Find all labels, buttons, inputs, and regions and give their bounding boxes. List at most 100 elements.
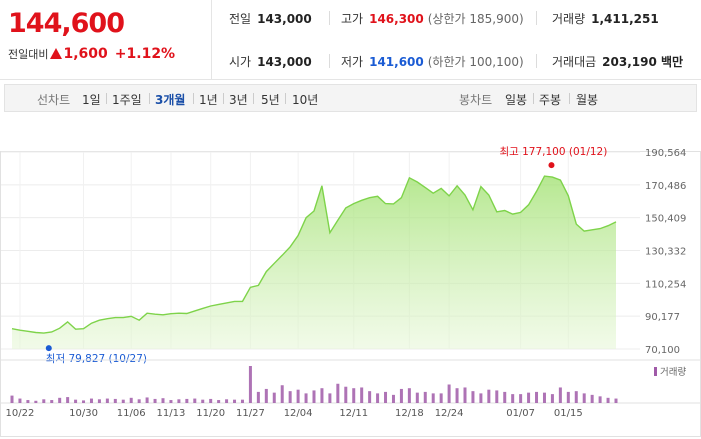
- volume-bar: [415, 392, 419, 403]
- divider: [285, 93, 286, 104]
- divider: [533, 93, 534, 104]
- volume-bar: [113, 398, 117, 403]
- volume-bar: [105, 398, 109, 403]
- volume-bar: [407, 388, 411, 403]
- x-tick-label: 11/27: [236, 408, 265, 419]
- volume-bar: [288, 391, 292, 403]
- volume-bar: [463, 387, 467, 403]
- divider: [329, 11, 330, 25]
- volume-bar: [240, 399, 244, 403]
- chart-toolbar: 선차트 1일 1주일 3개월 1년 3년 5년 10년 봉차트 일봉 주봉 월봉: [4, 84, 697, 112]
- open-value: 143,000: [257, 55, 312, 69]
- volume-bar: [399, 388, 403, 403]
- volume-bar: [74, 399, 78, 403]
- y-tick-label: 90,177: [645, 312, 680, 323]
- volume-bar: [431, 393, 435, 403]
- x-tick-label: 01/07: [506, 408, 535, 419]
- volume-bar: [455, 388, 459, 403]
- low-marker: [45, 345, 52, 352]
- volume-bar: [550, 394, 554, 403]
- volume-bar: [42, 399, 46, 403]
- period-1w-button[interactable]: 1주일: [112, 93, 142, 107]
- volume-bar: [34, 400, 38, 403]
- candle-daily-button[interactable]: 일봉: [505, 93, 528, 107]
- volume-bars: 거래량: [1, 359, 700, 404]
- volume-bar: [26, 400, 30, 403]
- x-tick-label: 11/20: [196, 408, 225, 419]
- volume-bar: [50, 400, 54, 403]
- volume-bar: [479, 393, 483, 403]
- volume-bar: [10, 395, 14, 403]
- volume-bar: [201, 399, 205, 403]
- x-axis: 10/22 10/30 11/06 11/13 11/20 11/27 12/04 12/11…: [6, 408, 583, 419]
- high-value: 146,300: [369, 12, 424, 26]
- volume-bar: [439, 393, 443, 403]
- volume-cell: 거래량 1,411,251: [552, 10, 659, 27]
- volume-bar: [344, 386, 348, 403]
- divider: [223, 93, 224, 104]
- y-tick-label: 170,486: [645, 181, 686, 192]
- volume-bar: [137, 399, 141, 403]
- divider: [193, 93, 194, 104]
- x-tick-label: 12/11: [339, 408, 368, 419]
- divider: [569, 93, 570, 104]
- y-tick-label: 150,409: [645, 214, 686, 225]
- divider: [149, 93, 150, 104]
- volume-bar: [391, 394, 395, 403]
- volume-bar: [511, 394, 515, 403]
- volume-bar: [574, 391, 578, 403]
- volume-bar: [121, 399, 125, 403]
- volume-bar: [153, 398, 157, 403]
- y-tick-label: 110,254: [645, 279, 686, 290]
- high-label: 고가: [341, 12, 364, 26]
- period-1d-button[interactable]: 1일: [82, 93, 101, 107]
- period-3m-button[interactable]: 3개월: [155, 93, 186, 107]
- volume-legend: 거래량: [660, 366, 686, 378]
- volume-bar: [352, 388, 356, 403]
- high-marker: [548, 162, 555, 169]
- low-cell: 저가 141,600 (하한가 100,100): [341, 53, 524, 70]
- volume-bar: [360, 387, 364, 403]
- high-cell: 고가 146,300 (상한가 185,900): [341, 10, 524, 27]
- up-triangle-icon: [50, 48, 63, 59]
- volume-bar: [296, 389, 300, 403]
- y-tick-label: 130,332: [645, 247, 686, 258]
- volume-bar: [598, 396, 602, 403]
- volume-bar: [225, 399, 229, 403]
- volume-bar: [582, 393, 586, 403]
- volume-bar: [145, 397, 149, 403]
- x-tick-label: 10/22: [6, 408, 35, 419]
- prev-close-label: 전일: [229, 12, 252, 26]
- y-axis: 190,564 170,486 150,409 130,332 110,254 90,17…: [645, 148, 686, 356]
- volume-bar: [82, 400, 86, 403]
- volume-bar: [177, 399, 181, 403]
- period-3y-button[interactable]: 3년: [229, 93, 248, 107]
- volume-bar: [58, 397, 62, 403]
- prev-close-cell: 전일 143,000: [229, 10, 312, 27]
- period-1y-button[interactable]: 1년: [199, 93, 218, 107]
- x-tick-label: 01/15: [554, 408, 583, 419]
- prev-close-value: 143,000: [257, 12, 312, 26]
- volume-bar: [606, 397, 610, 403]
- volume-legend-swatch: [654, 367, 657, 376]
- period-5y-button[interactable]: 5년: [261, 93, 280, 107]
- candle-weekly-button[interactable]: 주봉: [539, 93, 562, 107]
- volume-bar: [447, 384, 451, 403]
- volume-bar: [328, 393, 332, 403]
- open-label: 시가: [229, 55, 252, 69]
- x-tick-label: 11/06: [117, 408, 146, 419]
- volume-bar: [312, 390, 316, 403]
- change-value: 1,600: [63, 46, 108, 62]
- period-10y-button[interactable]: 10년: [292, 93, 319, 107]
- x-tick-label: 12/04: [284, 408, 313, 419]
- volume-bar: [566, 391, 570, 403]
- volume-bar: [129, 397, 133, 403]
- price-area-fill: [12, 176, 616, 349]
- candle-monthly-button[interactable]: 월봉: [576, 93, 599, 107]
- volume-bar: [233, 399, 237, 403]
- y-tick-label: 190,564: [645, 148, 686, 159]
- volume-bar: [248, 366, 252, 403]
- lower-limit: (하한가 100,100): [427, 55, 524, 69]
- divider: [536, 11, 537, 25]
- volume-bar: [209, 398, 213, 403]
